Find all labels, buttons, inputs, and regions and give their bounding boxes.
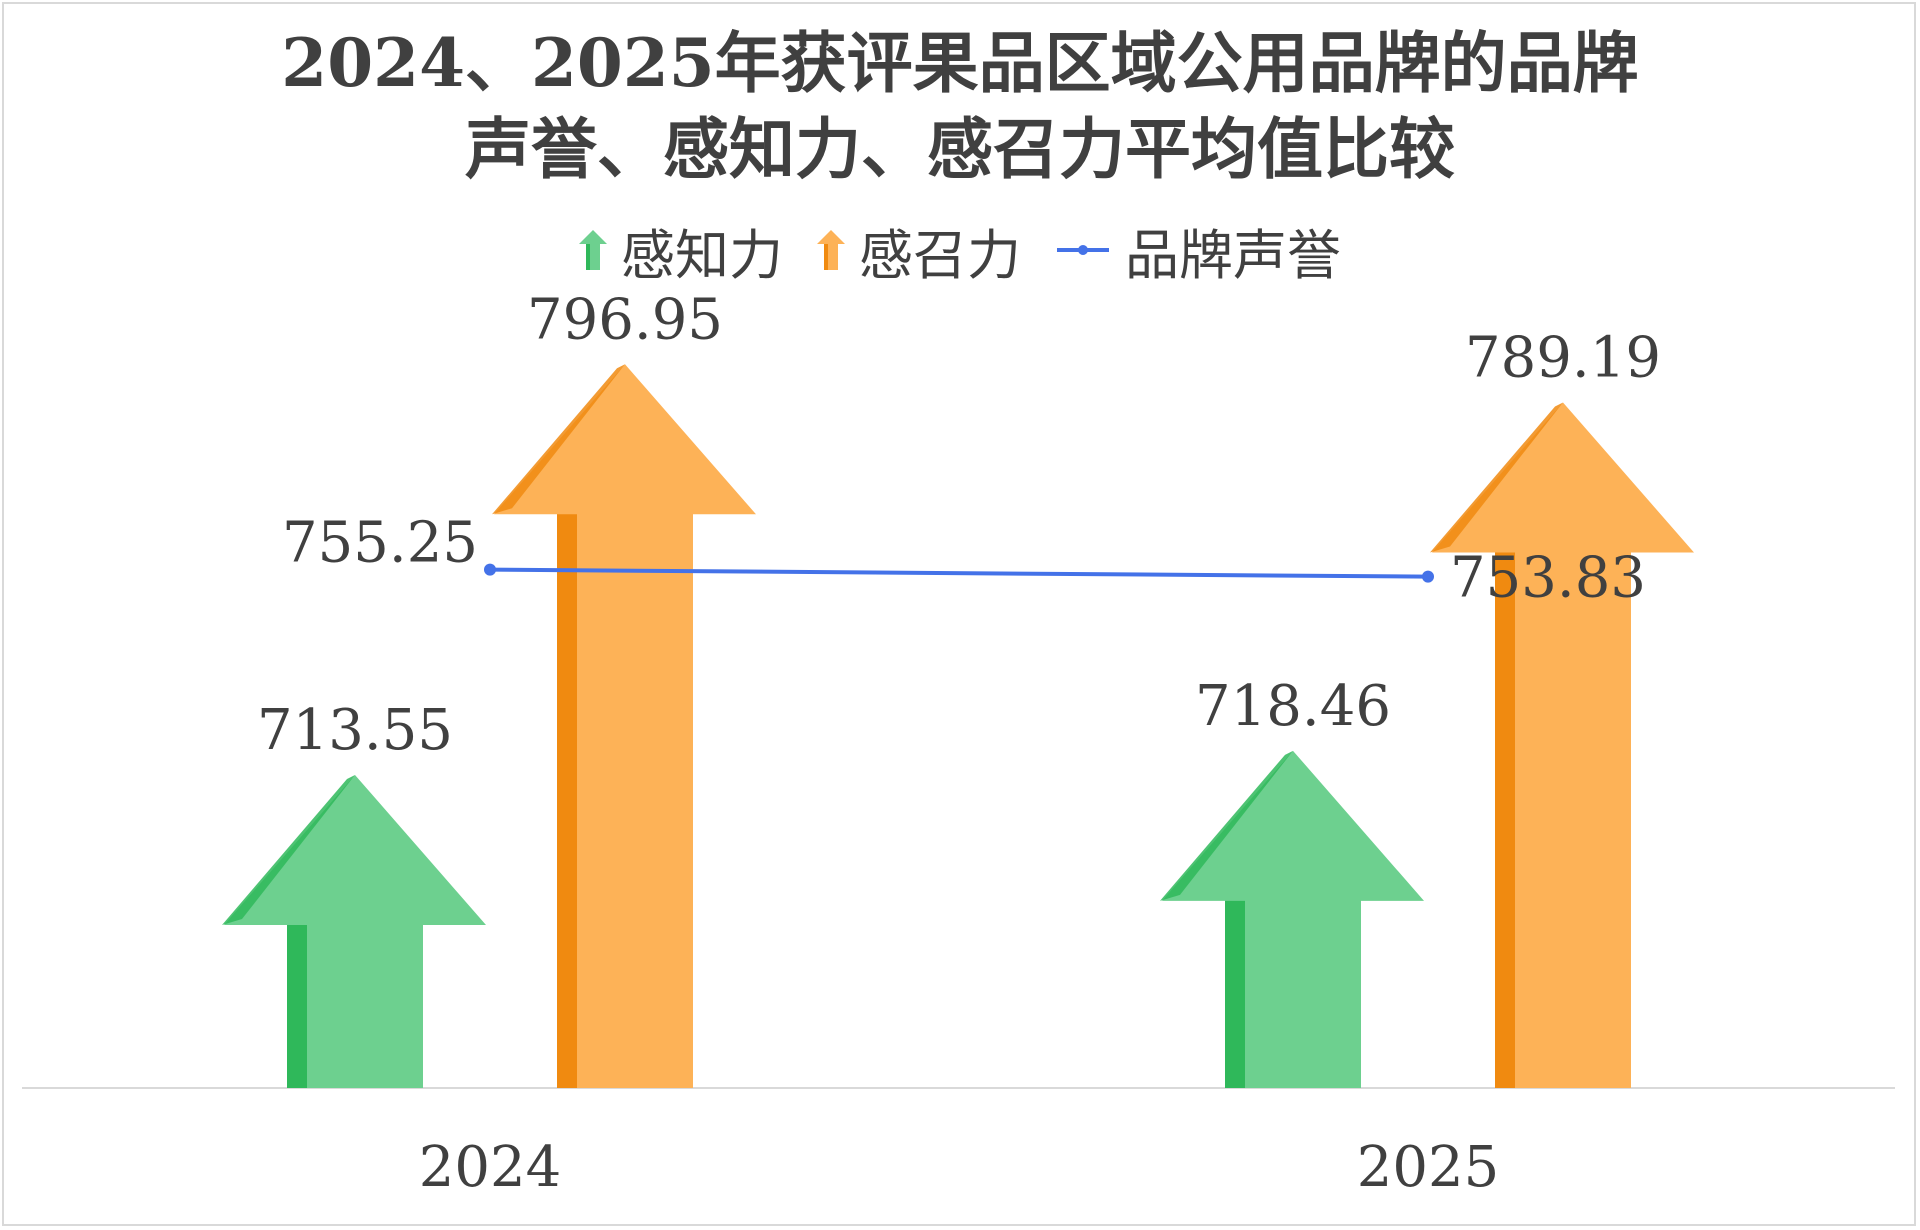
arrow-head-shade-appeal-2024 bbox=[492, 364, 625, 515]
data-label-reputation-2025: 753.83 bbox=[1450, 546, 1646, 611]
arrow-head-shade-perception-2025 bbox=[1160, 750, 1293, 901]
legend-swatch-appeal bbox=[817, 230, 845, 270]
x-tick-label-2024: 2024 bbox=[419, 1135, 562, 1200]
arrow-head-shade-perception-2024 bbox=[222, 775, 355, 926]
data-label-appeal-2024: 796.95 bbox=[527, 287, 723, 352]
arrow-bar-shade-appeal-2024 bbox=[557, 514, 577, 1088]
legend-label-reputation: 品牌声誉 bbox=[1125, 223, 1341, 287]
line-series-reputation bbox=[489, 567, 1429, 579]
arrow-bar-shade-perception-2024 bbox=[287, 925, 307, 1088]
data-label-perception-2025: 718.46 bbox=[1195, 674, 1391, 739]
x-tick-label-2025: 2025 bbox=[1357, 1135, 1500, 1200]
line-point-reputation-2024 bbox=[484, 563, 496, 576]
chart-title-line-1: 2024、2025年获评果品区域公用品牌的品牌 bbox=[281, 24, 1639, 102]
legend-swatch-perception bbox=[579, 230, 607, 270]
legend-item-perception[interactable]: 感知力 bbox=[579, 211, 783, 290]
legend-label-perception: 感知力 bbox=[621, 223, 783, 287]
arrow-head-shade-appeal-2025 bbox=[1430, 402, 1563, 553]
arrow-bar-shade-perception-2025 bbox=[1225, 900, 1245, 1088]
legend-item-reputation[interactable]: 品牌声誉 bbox=[1055, 211, 1341, 290]
arrow-bar-perception-2025 bbox=[1162, 750, 1424, 1088]
data-label-reputation-2024: 755.25 bbox=[282, 511, 478, 576]
line-point-reputation-2025 bbox=[1422, 570, 1434, 583]
chart-title: 2024、2025年获评果品区域公用品牌的品牌 声誉、感知力、感召力平均值比较 bbox=[0, 20, 1920, 192]
chart-title-line-2: 声誉、感知力、感召力平均值比较 bbox=[465, 110, 1455, 188]
legend-label-appeal: 感召力 bbox=[859, 223, 1021, 287]
data-label-appeal-2025: 789.19 bbox=[1465, 325, 1661, 390]
legend-swatch-reputation bbox=[1057, 245, 1109, 255]
arrow-bar-perception-2024 bbox=[224, 775, 486, 1088]
legend-item-appeal[interactable]: 感召力 bbox=[817, 211, 1021, 290]
chart-legend: 感知力 感召力 品牌声誉 bbox=[0, 210, 1920, 290]
arrow-bar-shade-appeal-2025 bbox=[1495, 552, 1515, 1088]
data-label-perception-2024: 713.55 bbox=[257, 698, 453, 763]
